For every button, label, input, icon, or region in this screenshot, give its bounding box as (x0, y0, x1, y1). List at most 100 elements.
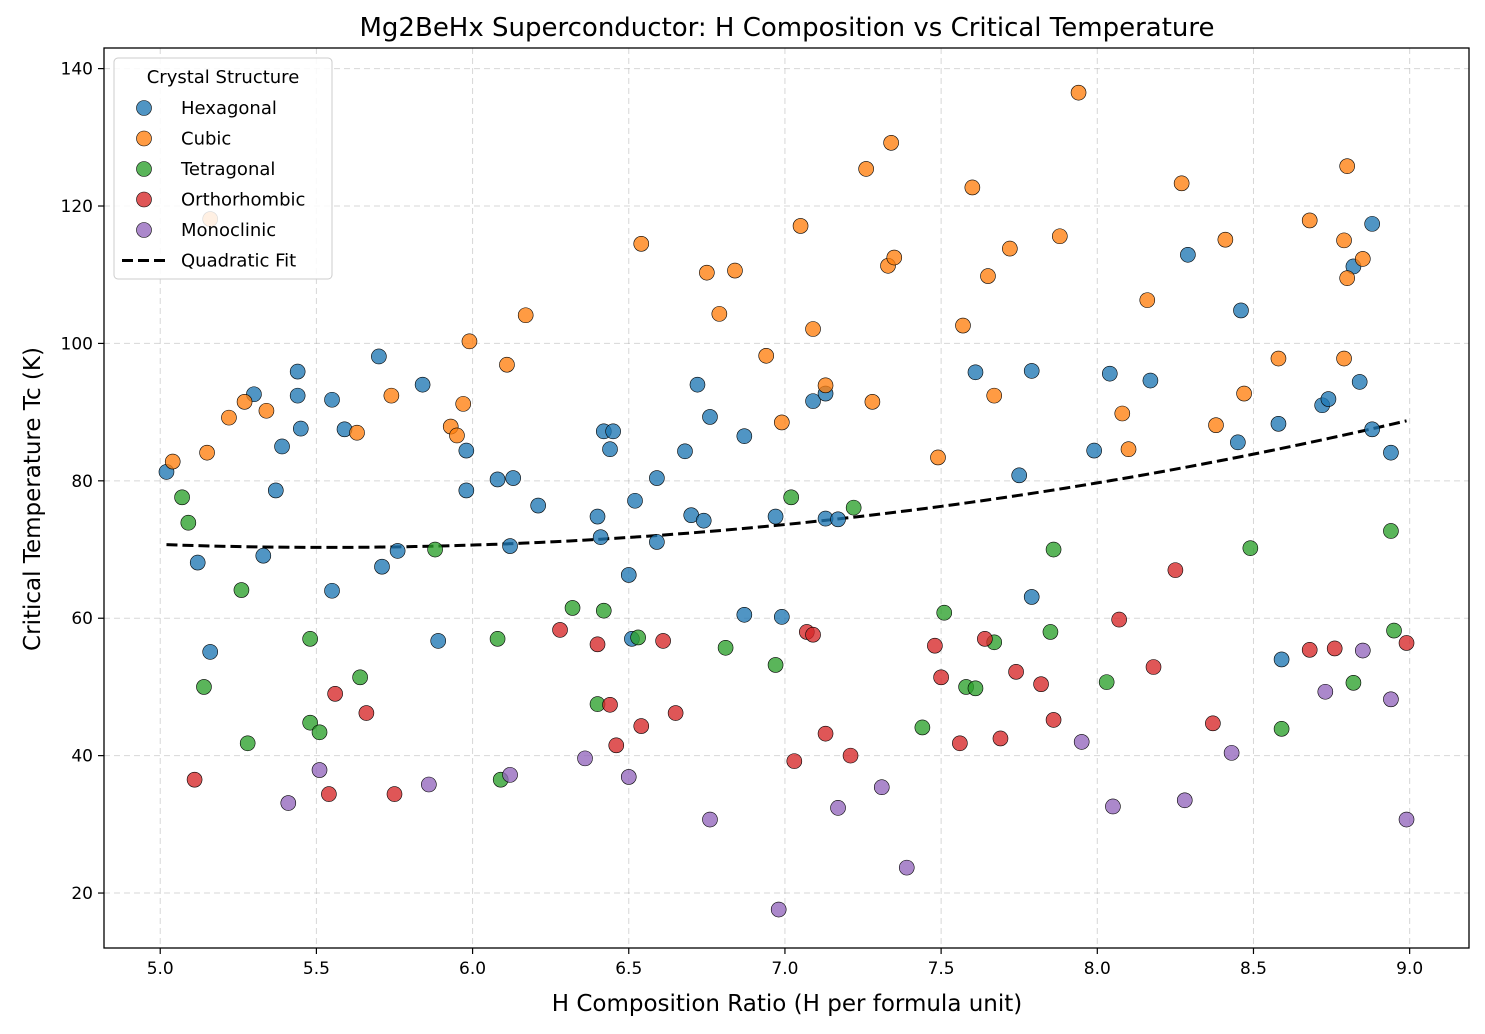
data-point (1354, 251, 1371, 267)
data-point (164, 453, 181, 470)
data-point (898, 859, 915, 876)
data-point (1045, 712, 1062, 728)
data-point (589, 636, 606, 653)
data-point (1223, 745, 1240, 761)
data-point (199, 444, 215, 461)
data-point (1383, 523, 1399, 539)
data-point (289, 363, 306, 380)
data-point (1105, 798, 1121, 815)
data-point (711, 306, 728, 322)
data-point (633, 718, 650, 734)
data-point (608, 737, 625, 754)
data-point (517, 307, 534, 324)
y-tick-label: 120 (61, 197, 93, 217)
data-point (1139, 292, 1156, 308)
y-tick-label: 60 (71, 609, 93, 629)
data-point (289, 387, 306, 404)
data-point (455, 396, 472, 412)
data-point (955, 317, 971, 334)
data-point (627, 492, 643, 509)
data-point (1364, 216, 1380, 232)
data-point (1217, 231, 1234, 248)
y-axis-ticks: 20 40 60 80 100 120 140 (61, 60, 104, 904)
data-point (1320, 391, 1337, 407)
data-point (980, 268, 996, 284)
data-point (783, 489, 799, 506)
data-point (414, 376, 431, 393)
data-point (1242, 540, 1259, 556)
series-cubic (164, 84, 1371, 470)
data-point (786, 753, 803, 769)
data-point (817, 377, 834, 394)
data-point (633, 236, 650, 252)
data-point (1023, 589, 1040, 605)
data-point (1326, 640, 1343, 657)
y-tick-label: 40 (71, 747, 93, 767)
data-point (1339, 158, 1355, 174)
y-tick-label: 100 (61, 334, 93, 354)
data-point (1008, 664, 1024, 680)
data-point (1230, 434, 1246, 451)
data-point (1273, 651, 1290, 668)
y-tick-label: 20 (71, 884, 93, 904)
data-point (552, 622, 568, 638)
data-point (1042, 624, 1059, 640)
data-point (1033, 676, 1049, 692)
legend-marker (136, 191, 152, 208)
data-point (311, 762, 328, 778)
data-point (358, 705, 375, 721)
data-point (774, 414, 790, 431)
data-point (1233, 302, 1249, 319)
data-point (595, 602, 612, 619)
data-point (280, 795, 297, 811)
data-point (324, 582, 340, 599)
data-point (255, 547, 272, 564)
data-point (620, 567, 637, 583)
data-point (258, 402, 275, 419)
data-point (977, 631, 993, 647)
data-point (1098, 674, 1115, 690)
data-point (221, 409, 237, 426)
data-point (936, 604, 953, 621)
data-point (1236, 385, 1252, 402)
legend-marker (136, 130, 152, 147)
data-point (383, 387, 400, 404)
legend: Crystal Structure Hexagonal Cubic Tetragon… (113, 57, 333, 280)
x-tick-label: 6.0 (459, 959, 486, 979)
data-points (158, 84, 1415, 918)
data-point (530, 497, 546, 514)
data-point (736, 606, 753, 623)
data-point (992, 730, 1009, 747)
data-point (236, 394, 253, 410)
series-orthorhombic (186, 562, 1415, 802)
data-point (502, 767, 518, 783)
y-tick-label: 80 (71, 472, 93, 492)
data-point (1386, 622, 1402, 639)
data-point (349, 424, 365, 441)
data-point (589, 508, 606, 525)
data-point (1011, 467, 1028, 484)
data-point (292, 420, 309, 437)
data-point (1052, 228, 1068, 245)
x-tick-label: 7.5 (928, 959, 955, 979)
data-point (689, 376, 706, 393)
data-point (736, 428, 753, 444)
data-point (1142, 372, 1159, 389)
data-point (1354, 642, 1371, 659)
data-point (630, 629, 646, 646)
data-point (489, 471, 506, 488)
data-point (1273, 721, 1290, 737)
data-point (196, 679, 212, 695)
data-point (321, 786, 337, 802)
data-point (1398, 811, 1415, 828)
data-point (302, 631, 318, 647)
legend-label: Hexagonal (181, 98, 277, 119)
data-point (1180, 246, 1196, 263)
data-point (186, 771, 203, 788)
data-point (830, 800, 846, 816)
data-point (389, 543, 406, 559)
data-point (1383, 691, 1399, 708)
data-point (499, 356, 515, 373)
data-point (695, 512, 712, 529)
